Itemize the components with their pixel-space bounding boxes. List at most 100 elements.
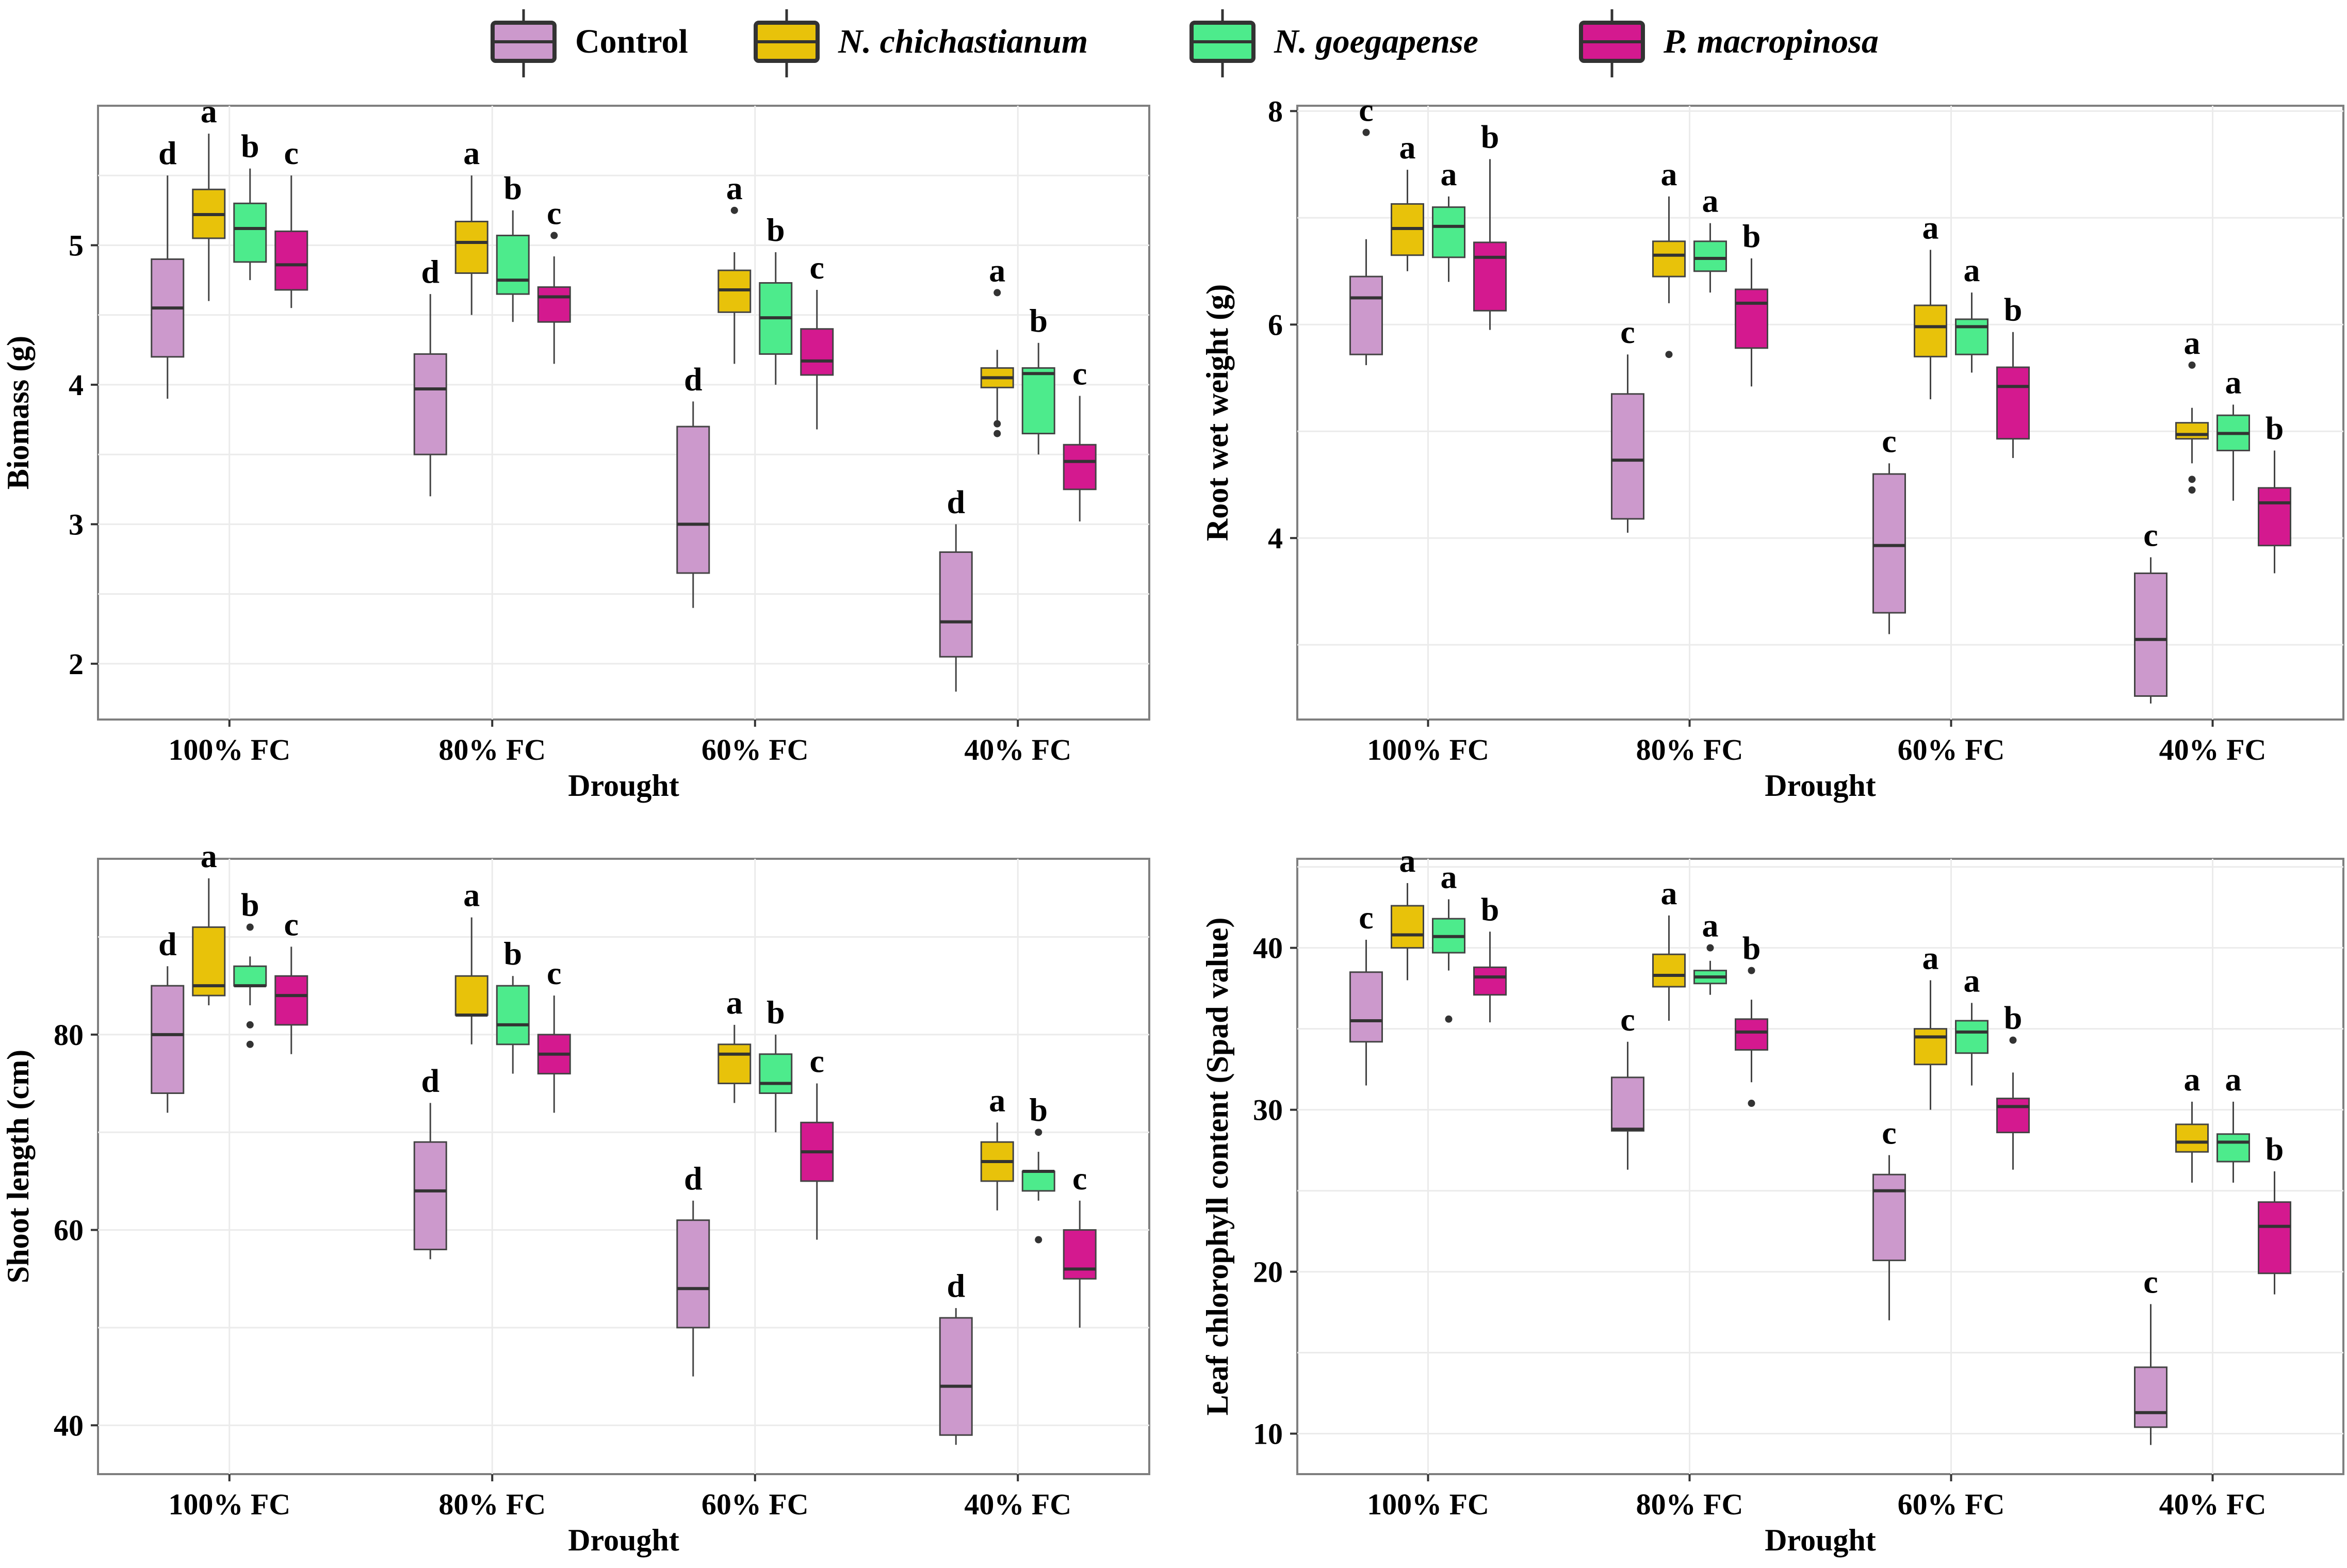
significance-letter: c: [1359, 899, 1373, 936]
x-tick-label: 100% FC: [168, 733, 290, 766]
box: [1652, 953, 1686, 988]
outlier-point: [246, 1040, 254, 1048]
significance-letter: a: [2184, 1061, 2201, 1098]
boxplot-group: c: [274, 135, 308, 308]
outlier-point: [1748, 1100, 1755, 1107]
significance-letter: c: [810, 249, 824, 286]
box: [233, 965, 267, 987]
box: [496, 985, 530, 1046]
outlier-point: [1035, 1236, 1042, 1244]
box: [1914, 304, 1947, 357]
significance-letter: a: [2225, 364, 2242, 400]
box: [274, 230, 308, 291]
significance-letter: d: [684, 1160, 703, 1197]
box: [1872, 473, 1906, 614]
box: [192, 926, 226, 997]
box: [939, 1317, 973, 1436]
significance-letter: c: [2143, 1263, 2158, 1300]
significance-letter: b: [2265, 410, 2284, 446]
boxplot-group: b: [759, 994, 793, 1133]
x-tick-label: 60% FC: [702, 733, 809, 766]
box: [1611, 393, 1644, 520]
chart-panel: 10 20 30 40 100% FC 80% FC 60% FC 40% FC Drought…: [1200, 842, 2344, 1557]
legend-label: P. macropinosa: [1663, 23, 1879, 60]
legend: Control N. chichastianum N. goegapense P. m…: [491, 9, 1879, 77]
boxplot-group: a: [1391, 842, 1424, 981]
boxplot-group: b: [1996, 1000, 2030, 1170]
boxplot-group: a: [2175, 1061, 2209, 1183]
significance-letter: a: [1702, 907, 1719, 944]
y-tick-label: 4: [1268, 521, 1283, 555]
x-tick-label: 100% FC: [1367, 1488, 1489, 1521]
box: [2175, 1123, 2209, 1153]
boxplot-group: a: [980, 252, 1014, 437]
boxplot-group: a: [192, 838, 226, 1006]
y-tick-label: 80: [54, 1018, 84, 1052]
boxplot-group: a: [2216, 364, 2250, 501]
significance-letter: a: [1661, 156, 1677, 192]
boxplot-group: a: [2175, 324, 2209, 494]
significance-letter: b: [1742, 218, 1761, 254]
significance-letter: b: [1481, 118, 1500, 155]
legend-label: N. chichastianum: [838, 23, 1088, 60]
y-tick-label: 6: [1268, 308, 1283, 341]
significance-letter: a: [1661, 875, 1677, 911]
x-axis-title: Drought: [568, 769, 679, 803]
boxplot-group: c: [1611, 1001, 1644, 1170]
boxplot-group: b: [1735, 218, 1768, 387]
outlier-point: [1445, 1015, 1453, 1023]
chart-panel: 4 6 8 100% FC 80% FC 60% FC 40% FC Drought Root …: [1200, 92, 2344, 803]
boxplot-group: b: [1996, 291, 2030, 458]
y-tick-label: 10: [1253, 1417, 1283, 1451]
boxplot-group: d: [676, 361, 710, 608]
significance-letter: b: [1029, 1091, 1048, 1128]
significance-letter: a: [463, 877, 480, 913]
boxplot-group: a: [1955, 962, 1989, 1086]
significance-letter: c: [1072, 1160, 1087, 1197]
significance-letter: c: [1359, 92, 1373, 128]
chart-panel: 2 3 4 5 100% FC 80% FC 60% FC 40% FC Drought Biom…: [1, 93, 1150, 803]
outlier-point: [1035, 1129, 1042, 1136]
x-tick-label: 80% FC: [1636, 1488, 1743, 1521]
boxplot-group: d: [939, 483, 973, 692]
outlier-point: [1665, 351, 1673, 358]
boxplot-group: c: [537, 195, 571, 364]
legend-item: P. macropinosa: [1579, 9, 1879, 77]
significance-letter: d: [158, 135, 177, 171]
box: [496, 235, 530, 295]
x-tick-label: 60% FC: [1898, 1488, 2005, 1521]
significance-letter: a: [989, 252, 1005, 288]
significance-letter: c: [284, 906, 299, 942]
significance-letter: c: [2143, 516, 2158, 553]
boxplot-group: b: [2258, 1131, 2291, 1295]
y-tick-label: 3: [69, 508, 84, 541]
boxplot-group: c: [1872, 422, 1906, 634]
boxplot-group: a: [1693, 183, 1727, 293]
boxplot-group: c: [1063, 1160, 1097, 1328]
outlier-point: [246, 923, 254, 931]
y-tick-label: 20: [1253, 1255, 1283, 1289]
boxplot-group: b: [1735, 930, 1768, 1107]
significance-letter: a: [1399, 842, 1416, 879]
x-axis-title: Drought: [1765, 769, 1876, 803]
boxplot-group: d: [676, 1160, 710, 1377]
plot-area: [97, 105, 1150, 721]
box: [1955, 318, 1989, 355]
outlier-point: [993, 289, 1001, 297]
box: [1693, 240, 1727, 272]
significance-letter: b: [1029, 302, 1048, 339]
box: [1349, 971, 1383, 1043]
boxplot-group: b: [2258, 410, 2291, 574]
box: [1735, 1018, 1768, 1051]
box: [676, 1219, 710, 1329]
boxplot-group: c: [1872, 1115, 1906, 1320]
significance-letter: b: [2004, 291, 2023, 328]
significance-letter: a: [201, 838, 217, 874]
significance-letter: c: [1620, 314, 1635, 350]
significance-letter: b: [2265, 1131, 2284, 1167]
box: [1391, 905, 1424, 949]
boxplot-group: b: [496, 170, 530, 322]
boxplot-group: d: [413, 253, 447, 497]
y-tick-label: 4: [69, 368, 84, 402]
box: [151, 985, 185, 1094]
